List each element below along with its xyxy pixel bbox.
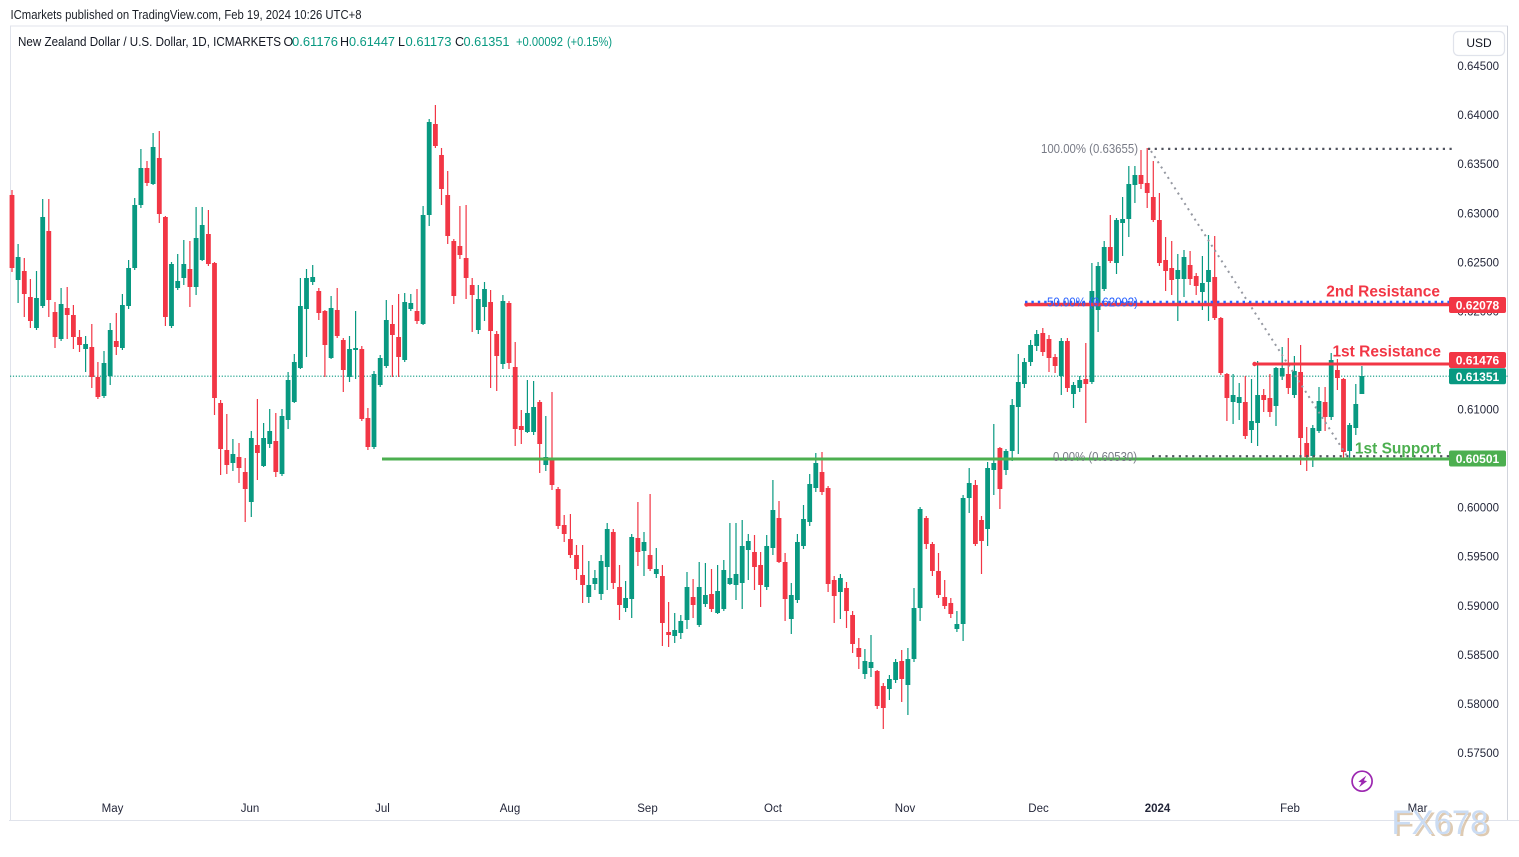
- svg-text:0.64000: 0.64000: [1457, 110, 1499, 122]
- svg-text:0.61351: 0.61351: [464, 35, 510, 49]
- svg-text:Jun: Jun: [241, 803, 260, 815]
- svg-text:Nov: Nov: [895, 803, 916, 815]
- svg-text:FX678: FX678: [1394, 806, 1491, 844]
- svg-text:Oct: Oct: [764, 803, 783, 815]
- svg-text:H: H: [340, 35, 349, 49]
- svg-text:L: L: [398, 35, 405, 49]
- svg-text:0.58500: 0.58500: [1457, 650, 1499, 662]
- svg-text:0.61000: 0.61000: [1457, 405, 1499, 417]
- svg-text:0.59000: 0.59000: [1457, 601, 1499, 613]
- svg-text:Sep: Sep: [637, 803, 657, 815]
- svg-text:0.00% (0.60530): 0.00% (0.60530): [1053, 450, 1137, 464]
- svg-text:0.60501: 0.60501: [1456, 452, 1500, 466]
- svg-text:0.61173: 0.61173: [406, 35, 452, 49]
- svg-text:0.64500: 0.64500: [1457, 61, 1499, 73]
- svg-text:0.61176: 0.61176: [292, 35, 338, 49]
- svg-text:Jul: Jul: [375, 803, 390, 815]
- svg-text:2024: 2024: [1145, 803, 1171, 815]
- svg-text:0.62500: 0.62500: [1457, 257, 1499, 269]
- svg-text:1st Resistance: 1st Resistance: [1332, 344, 1441, 361]
- svg-text:May: May: [102, 803, 124, 815]
- svg-text:0.62078: 0.62078: [1456, 299, 1500, 313]
- svg-text:0.63000: 0.63000: [1457, 208, 1499, 220]
- svg-text:ICmarkets published on Trading: ICmarkets published on TradingView.com, …: [11, 8, 362, 22]
- svg-text:+0.00092: +0.00092: [516, 35, 563, 49]
- svg-text:FX678: FX678: [1392, 804, 1489, 842]
- svg-text:100.00% (0.63655): 100.00% (0.63655): [1041, 142, 1138, 156]
- svg-text:Mar: Mar: [1408, 803, 1428, 815]
- svg-text:New Zealand Dollar / U.S. Doll: New Zealand Dollar / U.S. Dollar, 1D, IC…: [18, 35, 281, 49]
- svg-text:1st Support: 1st Support: [1355, 441, 1441, 458]
- svg-text:(+0.15%): (+0.15%): [567, 35, 612, 49]
- svg-text:Feb: Feb: [1280, 803, 1300, 815]
- svg-text:0.63500: 0.63500: [1457, 159, 1499, 171]
- svg-text:0.60000: 0.60000: [1457, 503, 1499, 515]
- svg-text:0.61351: 0.61351: [1456, 370, 1500, 384]
- svg-text:Aug: Aug: [500, 803, 520, 815]
- svg-text:USD: USD: [1466, 36, 1492, 50]
- svg-text:0.57500: 0.57500: [1457, 748, 1499, 760]
- svg-text:0.58000: 0.58000: [1457, 699, 1499, 711]
- svg-text:0.59500: 0.59500: [1457, 552, 1499, 564]
- svg-text:0.61476: 0.61476: [1456, 354, 1500, 368]
- svg-text:0.61447: 0.61447: [349, 35, 395, 49]
- svg-text:50.00% (0.62093): 50.00% (0.62093): [1047, 296, 1138, 310]
- svg-text:O: O: [284, 35, 294, 49]
- svg-text:2nd Resistance: 2nd Resistance: [1326, 284, 1440, 301]
- svg-text:C: C: [455, 35, 464, 49]
- svg-text:Dec: Dec: [1028, 803, 1049, 815]
